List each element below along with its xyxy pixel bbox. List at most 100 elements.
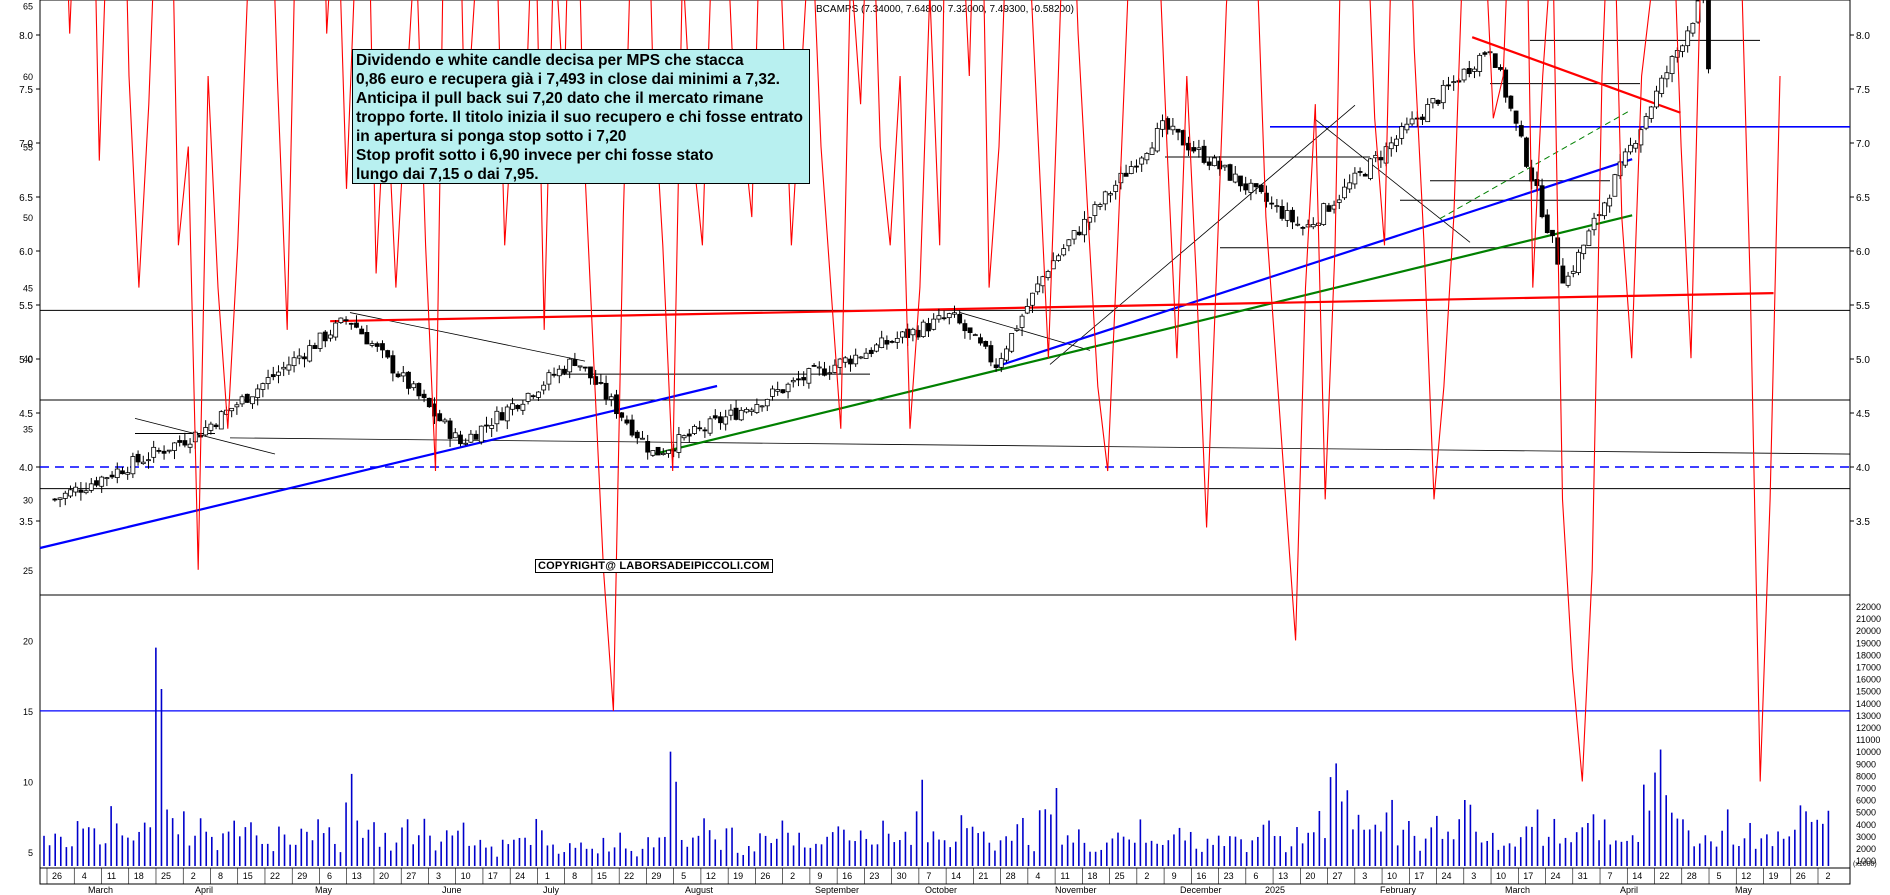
y-tick-label-left: 3.5 [19,517,33,528]
candle-body [1560,265,1566,284]
y-tick-label-right: 5.5 [1856,301,1870,312]
candle-body [1180,130,1186,146]
candle-body [588,366,593,379]
candle-body [57,497,63,500]
candle-body [1451,81,1457,84]
candle-body [229,407,235,412]
candle-body [1264,192,1269,202]
candle-body [1612,174,1618,197]
candle-body [1570,270,1576,274]
y-tick-label-right: 3.5 [1856,517,1870,528]
candle-body [868,349,874,354]
y-tick-label-right: 6.5 [1856,193,1870,204]
month-label: March [88,885,113,895]
candle-body [1550,229,1555,237]
candle-body [1706,0,1711,70]
candle-body [1482,52,1488,55]
candle-body [312,345,318,349]
candle-body [73,486,79,493]
candle-body [1399,126,1405,139]
date-tick-label: 9 [1172,871,1177,881]
note-line: troppo forte. Il titolo inizia il suo re… [356,109,803,126]
candle-body [816,366,822,369]
volume-tick-label: 5000 [1856,808,1876,818]
candle-body [603,382,609,400]
candle-body [187,443,193,448]
candle-body [1602,202,1607,217]
candle-body [1503,69,1509,98]
date-tick-label: 18 [1087,871,1097,881]
osc-tick-label: 65 [23,1,33,11]
trend-line [1471,36,1681,114]
candle-body [1009,333,1015,352]
candle-body [504,406,510,422]
candle-body [146,459,151,462]
date-tick-label: 23 [869,871,879,881]
candle-body [281,366,287,370]
candle-body [426,397,432,408]
candle-body [328,334,333,339]
date-tick-label: 30 [897,871,907,881]
candle-body [317,332,323,349]
candle-body [936,315,942,320]
candle-body [806,368,812,384]
candle-body [1144,153,1150,161]
candle-body [733,407,739,420]
candle-body [1648,106,1654,119]
candle-body [998,358,1004,368]
candle-body [1071,230,1077,240]
date-tick-label: 25 [161,871,171,881]
candle-body [338,317,344,323]
candle-body [785,383,791,393]
date-tick-label: 29 [651,871,661,881]
analysis-note: Dividendo e white candle decisa per MPS … [352,49,810,184]
candle-body [1191,147,1197,152]
candle-body [676,434,682,453]
candle-body [1534,179,1540,186]
candle-body [177,440,183,443]
candle-body [1357,171,1363,173]
candle-body [307,345,313,362]
candle-body [1004,348,1009,361]
candle-body [255,388,261,398]
candle-body [598,382,604,384]
candle-body [577,365,583,368]
candle-body [666,449,671,454]
plot-frame [39,0,1851,885]
candle-body [1056,255,1061,261]
candle-body [1295,223,1301,226]
date-tick-label: 28 [1687,871,1697,881]
candle-body [702,429,708,432]
date-tick-label: 6 [1253,871,1258,881]
candle-body [1352,172,1358,185]
volume-tick-label: 3000 [1856,832,1876,842]
osc-tick-label: 40 [23,354,33,364]
candle-body [957,313,963,324]
volume-tick-label: 14000 [1856,699,1881,709]
candle-body [1102,191,1108,205]
candle-body [1035,283,1041,293]
candle-body [1420,116,1425,120]
candle-body [437,413,443,422]
candle-body [489,424,495,429]
trend-line [39,384,718,550]
date-tick-label: 11 [1060,871,1069,881]
candle-body [1113,184,1119,192]
date-tick-label: 29 [297,871,307,881]
candle-body [260,383,266,390]
candle-body [988,345,994,363]
candle-body [1139,157,1145,165]
candle-body [1664,72,1670,80]
candle-body [608,396,614,400]
date-tick-label: 31 [1578,871,1588,881]
candle-body [520,403,526,411]
volume-tick-label: 9000 [1856,759,1876,769]
date-tick-label: 2 [790,871,795,881]
candle-body [1446,84,1451,87]
candle-body [1310,224,1316,228]
candle-body [1628,144,1633,153]
date-tick-label: 19 [733,871,743,881]
candle-body [1466,68,1472,75]
candle-body [1633,143,1639,149]
candle-body [827,372,833,375]
